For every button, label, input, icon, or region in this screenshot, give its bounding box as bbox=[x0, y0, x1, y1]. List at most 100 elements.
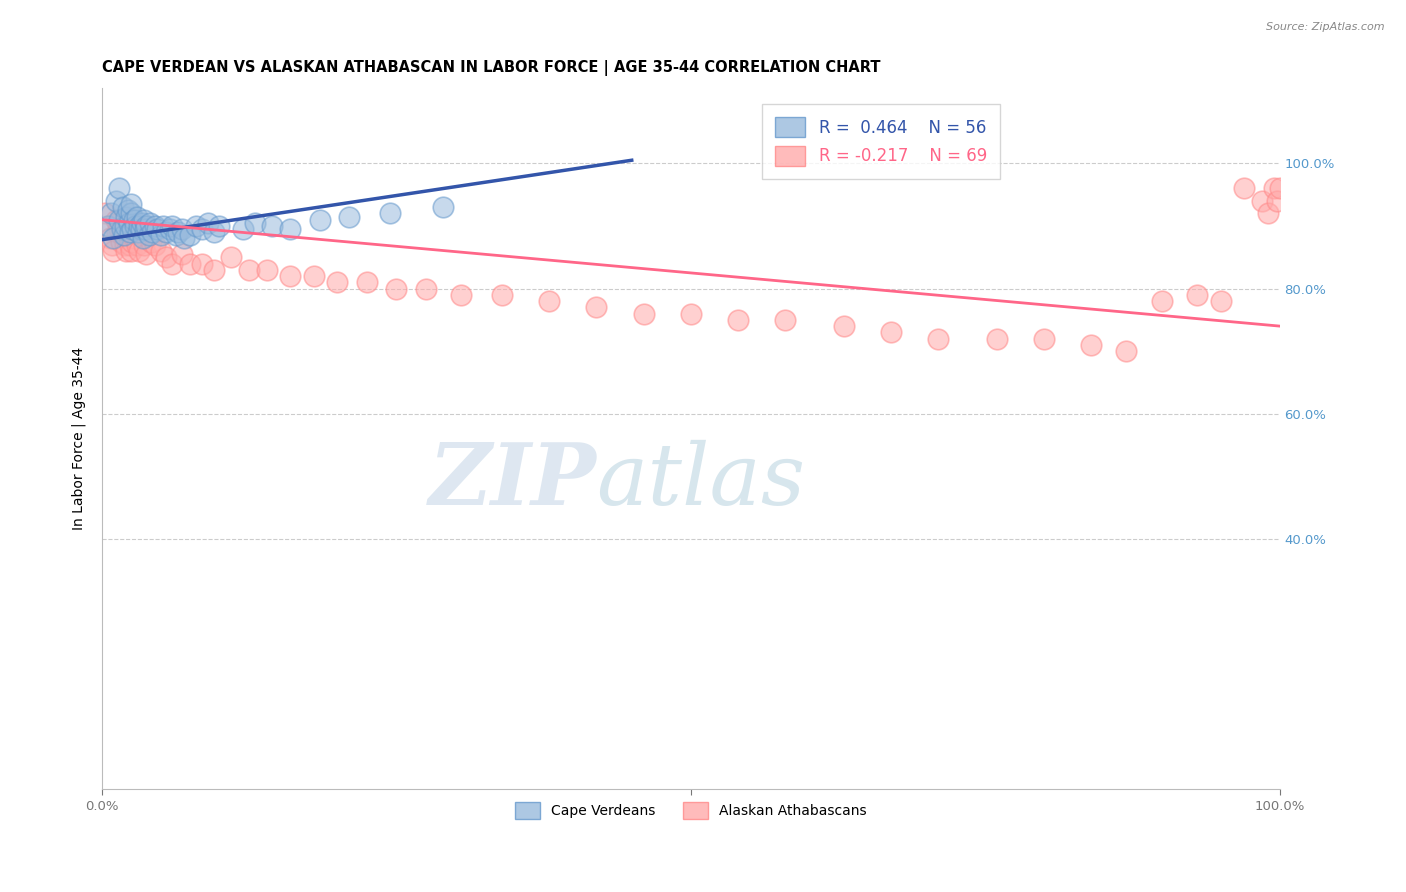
Point bbox=[155, 250, 177, 264]
Point bbox=[132, 212, 155, 227]
Point bbox=[162, 219, 184, 233]
Point bbox=[121, 222, 143, 236]
Point bbox=[262, 219, 284, 233]
Point bbox=[191, 222, 214, 236]
Point bbox=[415, 281, 437, 295]
Point bbox=[173, 231, 195, 245]
Point bbox=[243, 216, 266, 230]
Point bbox=[302, 268, 325, 283]
Text: CAPE VERDEAN VS ALASKAN ATHABASCAN IN LABOR FORCE | AGE 35-44 CORRELATION CHART: CAPE VERDEAN VS ALASKAN ATHABASCAN IN LA… bbox=[101, 60, 880, 76]
Point bbox=[308, 212, 330, 227]
Text: ZIP: ZIP bbox=[429, 439, 596, 523]
Point bbox=[149, 228, 172, 243]
Point bbox=[118, 225, 141, 239]
Point bbox=[122, 231, 145, 245]
Point bbox=[679, 307, 702, 321]
Point bbox=[380, 206, 402, 220]
Point bbox=[103, 244, 125, 258]
Point bbox=[1115, 344, 1137, 359]
Point bbox=[167, 225, 190, 239]
Point bbox=[170, 247, 193, 261]
Point bbox=[125, 210, 148, 224]
Point bbox=[1150, 294, 1173, 309]
Point bbox=[138, 228, 160, 243]
Point bbox=[112, 228, 135, 243]
Point bbox=[107, 216, 129, 230]
Point bbox=[121, 235, 143, 249]
Point bbox=[111, 228, 134, 243]
Point bbox=[450, 287, 472, 301]
Point bbox=[135, 247, 157, 261]
Point bbox=[114, 237, 136, 252]
Point bbox=[118, 216, 141, 230]
Point bbox=[124, 219, 146, 233]
Point bbox=[159, 222, 181, 236]
Point bbox=[125, 237, 148, 252]
Point bbox=[1250, 194, 1272, 208]
Point bbox=[112, 219, 135, 233]
Point bbox=[927, 332, 949, 346]
Point bbox=[202, 225, 225, 239]
Point bbox=[110, 235, 132, 249]
Point bbox=[238, 262, 260, 277]
Point bbox=[179, 228, 201, 243]
Point bbox=[155, 225, 177, 239]
Point bbox=[98, 231, 121, 245]
Point bbox=[134, 222, 156, 236]
Point bbox=[118, 237, 141, 252]
Point bbox=[97, 219, 120, 233]
Point bbox=[162, 256, 184, 270]
Point bbox=[773, 313, 796, 327]
Point bbox=[1265, 194, 1288, 208]
Point bbox=[129, 222, 152, 236]
Point bbox=[120, 206, 142, 220]
Point bbox=[1209, 294, 1232, 309]
Point bbox=[104, 194, 127, 208]
Point bbox=[986, 332, 1008, 346]
Point bbox=[143, 237, 166, 252]
Point bbox=[115, 210, 138, 224]
Point bbox=[122, 212, 145, 227]
Point bbox=[727, 313, 749, 327]
Point bbox=[1080, 338, 1102, 352]
Point bbox=[491, 287, 513, 301]
Point bbox=[880, 326, 903, 340]
Point bbox=[128, 244, 150, 258]
Point bbox=[256, 262, 278, 277]
Point bbox=[184, 219, 207, 233]
Point bbox=[278, 268, 301, 283]
Point bbox=[120, 197, 142, 211]
Point bbox=[585, 301, 607, 315]
Point bbox=[165, 228, 187, 243]
Point bbox=[105, 225, 128, 239]
Point bbox=[149, 244, 172, 258]
Point bbox=[143, 219, 166, 233]
Text: atlas: atlas bbox=[596, 440, 806, 522]
Point bbox=[208, 219, 231, 233]
Point bbox=[278, 222, 301, 236]
Point bbox=[104, 212, 127, 227]
Point bbox=[127, 225, 149, 239]
Point bbox=[97, 219, 120, 233]
Point bbox=[432, 200, 454, 214]
Point bbox=[141, 225, 163, 239]
Point bbox=[131, 228, 153, 243]
Point bbox=[170, 222, 193, 236]
Point bbox=[111, 200, 134, 214]
Point bbox=[124, 219, 146, 233]
Point bbox=[100, 206, 122, 220]
Point bbox=[337, 210, 360, 224]
Point bbox=[356, 275, 378, 289]
Point bbox=[232, 222, 254, 236]
Point bbox=[1185, 287, 1208, 301]
Point bbox=[131, 216, 153, 230]
Point bbox=[141, 235, 163, 249]
Point bbox=[202, 262, 225, 277]
Point bbox=[1263, 181, 1285, 195]
Point bbox=[108, 212, 131, 227]
Point bbox=[94, 206, 117, 220]
Point bbox=[128, 219, 150, 233]
Text: Source: ZipAtlas.com: Source: ZipAtlas.com bbox=[1267, 22, 1385, 32]
Point bbox=[191, 256, 214, 270]
Point bbox=[114, 219, 136, 233]
